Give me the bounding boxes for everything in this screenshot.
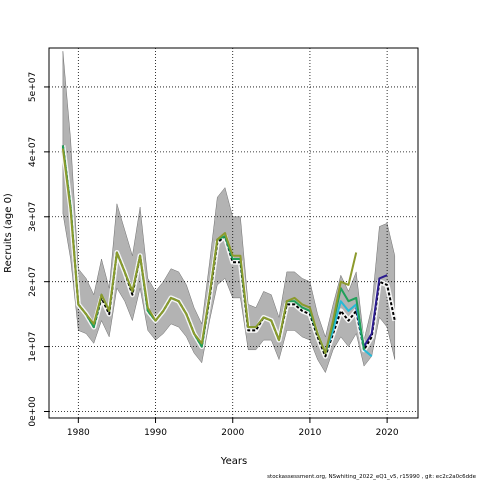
plot-frame xyxy=(48,47,419,419)
x-tick-label: 1990 xyxy=(144,428,167,438)
x-tick-label: 1980 xyxy=(67,428,90,438)
y-tick-label: 5e+07 xyxy=(28,72,38,102)
y-tick-label: 1e+07 xyxy=(28,331,38,361)
x-tick-label: 2010 xyxy=(298,428,321,438)
y-tick-label: 3e+07 xyxy=(28,202,38,232)
x-tick-label: 2020 xyxy=(376,428,399,438)
x-axis: 1980 1990 2000 2010 2020 xyxy=(67,418,399,438)
y-axis: 0e+00 1e+07 2e+07 3e+07 4e+07 5e+07 xyxy=(28,72,49,427)
y-tick-label: 2e+07 xyxy=(28,267,38,297)
series-layer xyxy=(60,145,398,359)
y-tick-label: 0e+00 xyxy=(28,396,38,427)
y-axis-title: Recruits (age 0) xyxy=(3,193,14,273)
series-line-5 xyxy=(61,148,358,355)
x-tick-label: 2000 xyxy=(221,428,244,438)
x-axis-title: Years xyxy=(220,456,247,467)
footer-text: stockassessment.org, NSwhiting_2022_eQ1_… xyxy=(267,474,476,480)
y-tick-label: 4e+07 xyxy=(28,137,38,167)
